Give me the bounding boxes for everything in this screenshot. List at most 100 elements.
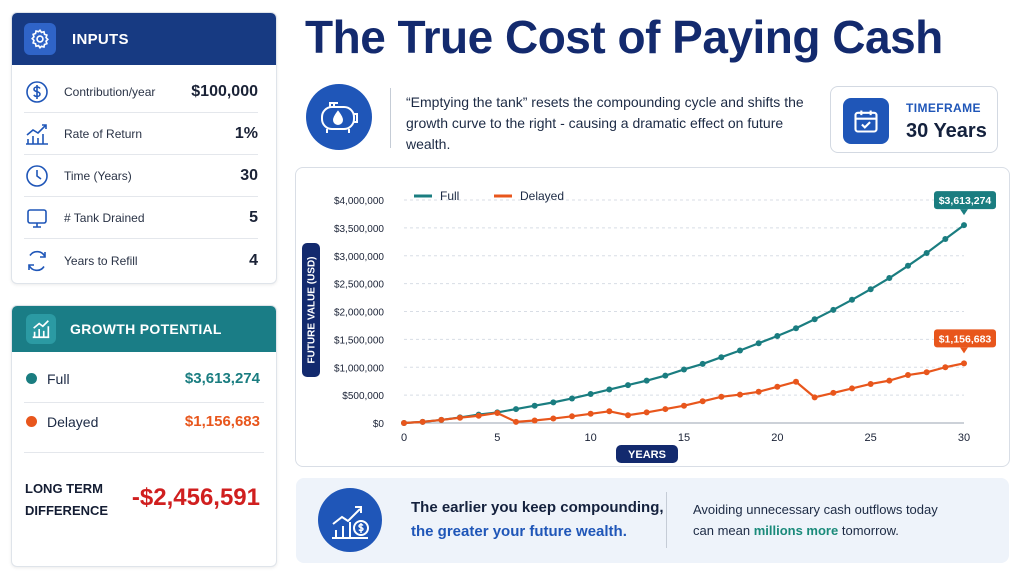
growth-delayed-row: Delayed $1,156,683: [26, 413, 260, 430]
data-point: [457, 414, 463, 421]
data-point: [923, 249, 930, 256]
difference-value: -$2,456,591: [131, 484, 260, 511]
input-row-contribution[interactable]: Contribution/year $100,000: [24, 72, 258, 113]
difference-label-line1: LONG TERM: [25, 481, 103, 496]
full-value: $3,613,274: [184, 370, 260, 387]
delayed-label: Delayed: [47, 413, 99, 430]
data-point: [531, 417, 538, 424]
data-point: [475, 412, 482, 419]
timeframe-label: TIMEFRAME: [906, 101, 981, 115]
data-point: [513, 406, 519, 413]
banner-message-line2: the greater your future wealth.: [411, 523, 627, 540]
data-point: [550, 399, 557, 406]
banner-note-pre: can mean: [693, 523, 754, 538]
input-value: 1%: [234, 125, 258, 142]
y-axis-label-pill: [302, 243, 320, 377]
data-point: [942, 236, 949, 243]
data-point: [737, 347, 743, 354]
input-row-tank-drained[interactable]: # Tank Drained 5: [24, 198, 258, 239]
bar-chart-icon: [26, 314, 56, 344]
growth-full-row: Full $3,613,274: [26, 370, 260, 387]
x-tick-label: 10: [585, 432, 597, 444]
banner-message-line1: The earlier you keep compounding,: [411, 499, 664, 516]
data-point: [830, 389, 837, 396]
money-growth-icon: [318, 488, 382, 552]
legend-label: Full: [440, 189, 459, 203]
x-axis-label-pill: [616, 445, 678, 463]
page-title: The True Cost of Paying Cash: [305, 11, 943, 63]
data-point: [587, 391, 594, 398]
data-point: [438, 416, 445, 423]
end-value-box: [934, 329, 996, 348]
delayed-legend-dot: [26, 416, 37, 427]
y-tick-label: $3,000,000: [334, 252, 384, 263]
data-point: [681, 402, 687, 409]
data-point: [774, 383, 781, 390]
input-value: 5: [249, 209, 258, 226]
data-point: [494, 409, 501, 416]
data-point: [849, 296, 855, 303]
x-tick-label: 15: [678, 432, 690, 444]
data-point: [643, 377, 650, 384]
difference-label: LONG TERM DIFFERENCE: [25, 478, 125, 522]
fuel-tank-icon: [306, 84, 372, 150]
data-point: [737, 391, 743, 398]
divider: [24, 452, 264, 453]
input-row-refill[interactable]: Years to Refill 4: [24, 240, 258, 281]
y-tick-label: $3,500,000: [334, 224, 384, 235]
data-point: [513, 418, 519, 425]
x-tick-label: 0: [401, 432, 407, 444]
end-value-pointer: [960, 209, 968, 216]
input-label: Contribution/year: [64, 85, 156, 99]
y-axis-label: FUTURE VALUE (USD): [307, 256, 318, 363]
y-tick-label: $2,500,000: [334, 280, 384, 291]
y-tick-label: $1,000,000: [334, 363, 384, 374]
growth-title: GROWTH POTENTIAL: [70, 321, 222, 337]
data-point: [886, 275, 893, 282]
data-point: [662, 406, 669, 413]
y-tick-label: $4,000,000: [334, 196, 384, 207]
data-point: [811, 316, 818, 323]
end-value-label: $3,613,274: [939, 195, 992, 207]
legend-label: Delayed: [520, 189, 564, 203]
header-divider: [390, 88, 391, 148]
chart-svg: $0 $500,000 $1,000,000 $1,500,000 $2,000,000…: [302, 189, 996, 463]
data-point: [886, 377, 893, 384]
x-tick-label: 25: [865, 432, 877, 444]
banner-note-post: tomorrow.: [838, 523, 899, 538]
data-point: [625, 382, 631, 389]
data-point: [867, 286, 874, 293]
data-point: [905, 262, 911, 269]
data-point: [755, 340, 762, 347]
tank-icon: [24, 205, 50, 231]
banner-note-line2: can mean millions more tomorrow.: [693, 523, 899, 538]
input-label: Time (Years): [64, 169, 132, 183]
end-value-box: [934, 191, 996, 210]
data-point: [755, 388, 762, 395]
x-tick-label: 30: [958, 432, 970, 444]
inputs-title: INPUTS: [72, 30, 129, 48]
x-tick-label: 5: [494, 432, 500, 444]
data-point: [606, 408, 613, 415]
data-point: [587, 410, 594, 417]
inputs-panel: INPUTS Contribution/year $100,000 Rate o…: [11, 12, 277, 284]
data-point: [961, 222, 967, 229]
input-row-time[interactable]: Time (Years) 30: [24, 156, 258, 197]
header-quote: “Emptying the tank” resets the compoundi…: [406, 94, 804, 152]
y-tick-label: $0: [373, 419, 385, 430]
data-point: [699, 360, 706, 367]
data-point: [569, 413, 575, 420]
data-point: [699, 398, 706, 405]
growth-potential-panel: GROWTH POTENTIAL Full $3,613,274 Delayed…: [11, 305, 277, 567]
input-label: Rate of Return: [64, 127, 143, 141]
input-label: # Tank Drained: [64, 211, 145, 225]
full-legend-dot: [26, 373, 37, 384]
banner-divider: [666, 492, 667, 548]
input-value: 4: [249, 251, 258, 269]
y-tick-label: $500,000: [342, 391, 384, 402]
data-point: [830, 306, 837, 313]
timeframe-value: 30 Years: [906, 120, 987, 142]
input-row-rate[interactable]: Rate of Return 1%: [24, 114, 258, 155]
data-point: [718, 393, 725, 400]
data-point: [662, 372, 669, 379]
